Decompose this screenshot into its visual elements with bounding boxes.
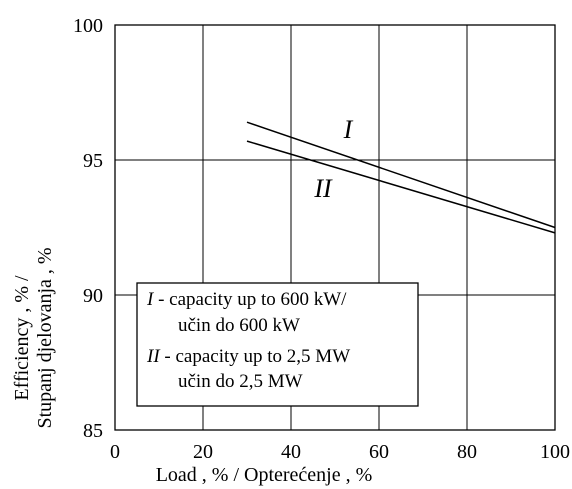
legend-entry-2-line-2: učin do 2,5 MW — [178, 371, 303, 392]
x-tick-label: 20 — [193, 441, 213, 463]
y-tick-label: 95 — [83, 150, 103, 172]
series-label-I: I — [343, 115, 354, 144]
x-axis-label: Load , % / Opterećenje , % — [156, 464, 373, 486]
x-tick-label: 100 — [540, 441, 570, 463]
legend-entry-2-text: - capacity up to 2,5 MW — [160, 346, 351, 367]
y-axis-label-line-2: Stupanj djelovanja , % — [34, 247, 56, 428]
legend-entry-1-line-2: učin do 600 kW — [178, 315, 300, 336]
x-tick-label: 60 — [369, 441, 389, 463]
series-line-II — [247, 141, 555, 233]
legend-box: I - capacity up to 600 kW/ učin do 600 k… — [137, 283, 418, 406]
series-label-II: II — [313, 174, 333, 203]
y-tick-label: 85 — [83, 420, 103, 442]
legend-entry-1-line-1: I - capacity up to 600 kW/ — [146, 289, 347, 310]
legend-entry-1-text: - capacity up to 600 kW/ — [153, 289, 347, 310]
series-line-I — [247, 122, 555, 227]
y-axis-label-line-1: Efficiency , % / — [11, 275, 33, 401]
legend-entry-2-line-1: II - capacity up to 2,5 MW — [146, 346, 350, 367]
y-tick-label: 100 — [73, 15, 103, 37]
y-tick-label: 90 — [83, 285, 103, 307]
x-tick-label: 40 — [281, 441, 301, 463]
x-tick-label: 80 — [457, 441, 477, 463]
series-layer — [247, 122, 555, 233]
x-tick-label: 0 — [110, 441, 120, 463]
